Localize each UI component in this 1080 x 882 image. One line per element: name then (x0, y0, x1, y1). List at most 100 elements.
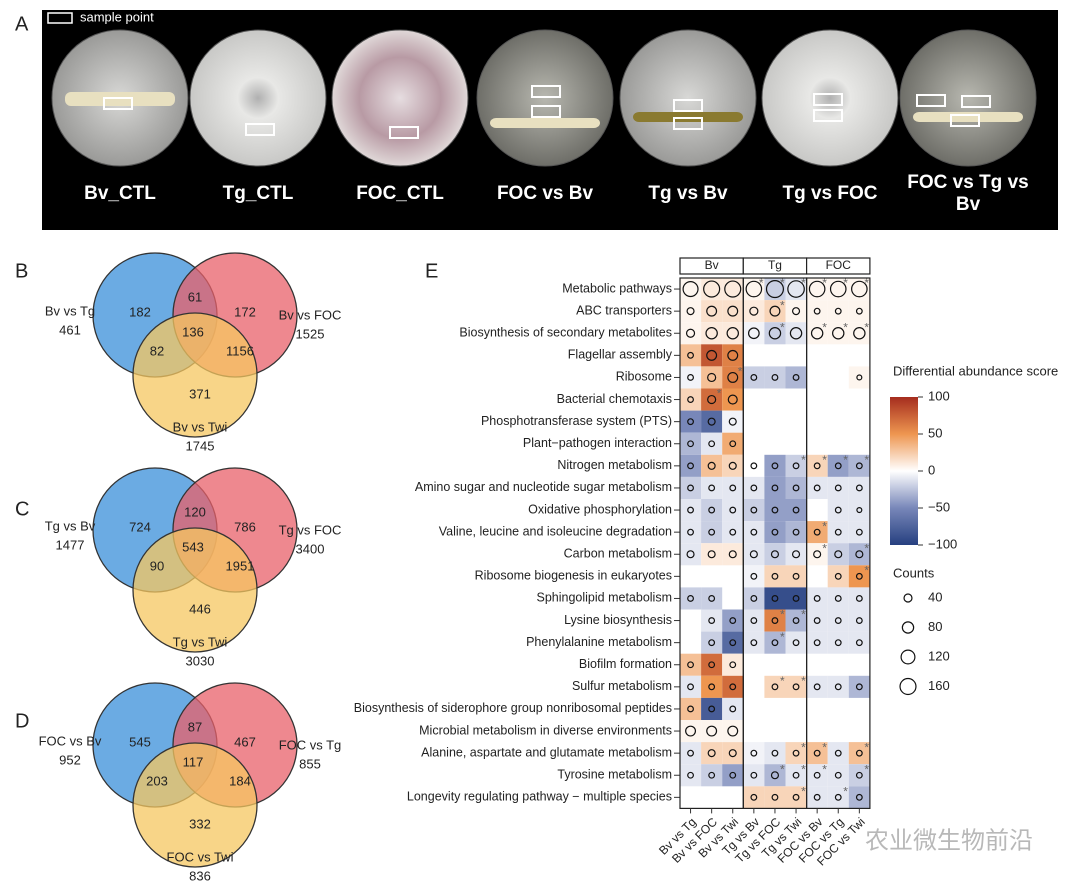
count-circle (855, 683, 863, 691)
count-circle (855, 639, 863, 647)
row-label: Amino sugar and nucleotide sugar metabol… (415, 480, 672, 494)
heat-cell (743, 587, 765, 610)
significance-star: * (822, 519, 827, 533)
panel-label: E (425, 260, 438, 282)
count-circle (729, 506, 737, 514)
count-circle (708, 506, 716, 514)
count-circle (727, 394, 738, 405)
heat-cell (680, 300, 702, 323)
heat-cell (806, 742, 828, 765)
count-circle (727, 305, 739, 317)
heat-cell (680, 366, 702, 389)
heat-cell (743, 322, 765, 345)
heat-cell (764, 543, 786, 566)
significance-star: * (822, 276, 827, 290)
heat-cell (848, 366, 870, 389)
significance-star: * (780, 298, 785, 312)
heat-cell (827, 454, 849, 477)
row-label: Tyrosine metabolism (557, 768, 672, 782)
count-circle (707, 749, 716, 758)
significance-star: * (843, 784, 848, 798)
venn-set-name: Bv vs Tg (45, 303, 95, 318)
heat-cell (827, 609, 849, 632)
significance-star: * (864, 563, 869, 577)
significance-star: * (864, 762, 869, 776)
heat-cell (827, 764, 849, 787)
heat-cell (701, 300, 723, 323)
count-circle (729, 617, 737, 624)
heat-cell (764, 476, 786, 499)
heat-cell (785, 543, 807, 566)
count-circle (769, 305, 781, 317)
count-circle (792, 506, 800, 514)
heat-cell (701, 764, 723, 787)
heat-cell (722, 366, 744, 389)
count-circle (813, 595, 821, 602)
heat-cell (701, 543, 723, 566)
row-label: Valine, leucine and isoleucine degradati… (439, 524, 672, 538)
colorbar-tick-label: 50 (928, 425, 942, 440)
venn-set (132, 742, 258, 868)
venn-set-total: 1745 (186, 438, 215, 453)
significance-star: * (843, 453, 848, 467)
bacterial-streak (913, 112, 1023, 122)
heat-cell (764, 499, 786, 522)
count-circle (707, 394, 717, 405)
colorbar-tick-label: −100 (928, 536, 957, 551)
sample-point (103, 97, 133, 110)
venn-set-name: FOC vs Tg (279, 737, 342, 752)
count-circle (708, 771, 716, 779)
venn-count: 203 (146, 773, 168, 788)
count-circle (687, 705, 694, 713)
count-circle (724, 280, 742, 298)
heat-cell (722, 432, 744, 455)
venn-set-total: 3400 (296, 541, 325, 556)
heat-cell (764, 631, 786, 654)
count-circle (792, 793, 800, 801)
group-label: FOC (826, 258, 852, 272)
count-circle (682, 280, 699, 298)
count-circle (834, 307, 842, 315)
count-circle (791, 550, 801, 559)
count-circle (750, 528, 758, 536)
count-circle (792, 683, 800, 691)
venn-set-total: 952 (59, 752, 81, 767)
heat-cell (701, 410, 723, 433)
group-label: Tg (768, 258, 782, 272)
heat-cell (848, 499, 870, 522)
heat-cell (743, 631, 765, 654)
heat-cell (701, 609, 723, 632)
heat-cell (848, 675, 870, 698)
heat-cell (764, 521, 786, 544)
sample-point-legend: sample point (80, 9, 154, 24)
significance-star: * (822, 320, 827, 334)
count-circle (792, 374, 800, 381)
heat-cell (806, 609, 828, 632)
plate-label: Bv_CTL (84, 183, 156, 204)
group-label: Bv (705, 258, 719, 272)
count-circle (687, 506, 694, 514)
count-circle (708, 595, 716, 602)
row-label: Metabolic pathways (562, 281, 672, 295)
significance-star: * (822, 762, 827, 776)
count-circle (768, 327, 782, 340)
heat-cell (827, 300, 849, 323)
heat-cell (806, 521, 828, 544)
count-circle (855, 307, 863, 315)
heat-cell (827, 565, 849, 588)
venn-set-total: 855 (299, 756, 321, 771)
count-circle (708, 617, 716, 624)
count-circle (687, 374, 694, 381)
significance-star: * (864, 453, 869, 467)
heat-cell (680, 432, 702, 455)
heat-cell (701, 499, 723, 522)
count-circle (813, 307, 821, 315)
count-circle (749, 550, 758, 559)
count-circle (834, 771, 842, 779)
heat-cell (680, 388, 702, 411)
heat-cell (680, 720, 702, 743)
heat-cell (722, 631, 744, 654)
count-circle (813, 639, 821, 647)
count-circle (813, 528, 821, 536)
